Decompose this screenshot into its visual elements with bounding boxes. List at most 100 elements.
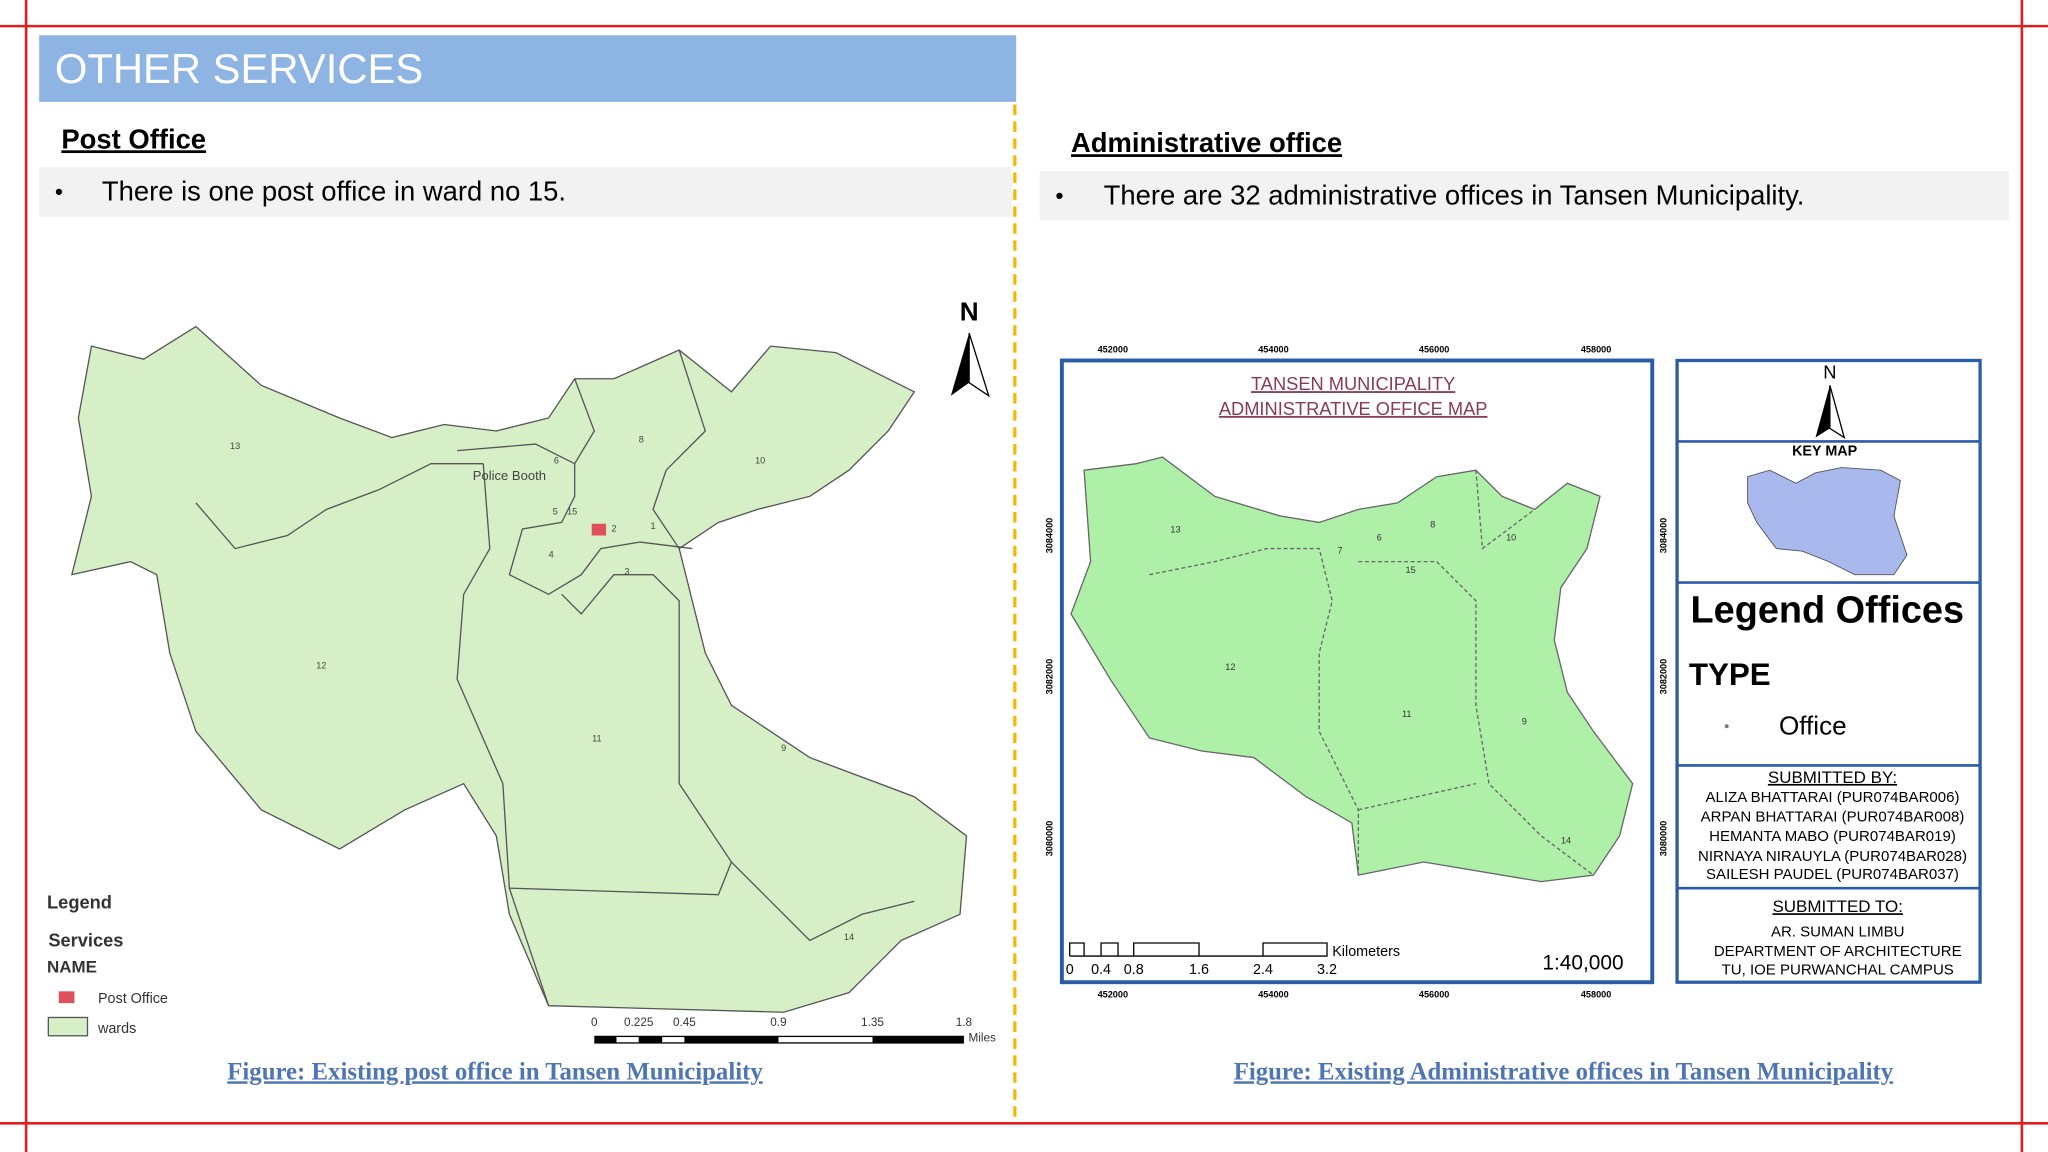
bullet-band bbox=[1039, 171, 2009, 221]
legend-swatch bbox=[58, 991, 75, 1004]
north-label: N bbox=[1823, 361, 1836, 382]
northing-label: 3084000 bbox=[1045, 518, 1055, 554]
bullet-band bbox=[39, 167, 1013, 217]
scale-unit: Miles bbox=[968, 1031, 996, 1044]
section-heading: Post Office bbox=[61, 123, 206, 154]
scale-label: 0.225 bbox=[624, 1016, 654, 1029]
ward-label: 14 bbox=[844, 932, 854, 942]
legend-symbol bbox=[1724, 724, 1729, 729]
northing-label: 3084000 bbox=[1658, 518, 1668, 554]
ward-label: 8 bbox=[1430, 519, 1435, 529]
scale-bar bbox=[778, 1037, 873, 1043]
ward-boundary bbox=[652, 349, 707, 549]
northing-label: 3082000 bbox=[1658, 659, 1668, 695]
easting-label: 458000 bbox=[1581, 344, 1611, 354]
ward-boundary bbox=[730, 861, 915, 942]
submitted-title: SUBMITTED BY: bbox=[1768, 768, 1897, 787]
easting-label: 452000 bbox=[1098, 344, 1128, 354]
ward-label: 9 bbox=[781, 743, 786, 753]
ward-boundary bbox=[195, 463, 484, 550]
figure-caption: Figure: Existing post office in Tansen M… bbox=[227, 1058, 763, 1085]
place-label: Police Booth bbox=[473, 468, 546, 483]
legend-item: Office bbox=[1779, 710, 1847, 740]
ward-map bbox=[47, 325, 990, 1044]
easting-label: 458000 bbox=[1581, 990, 1611, 1000]
north-label: N bbox=[960, 296, 979, 326]
ward-label: 7 bbox=[1338, 546, 1343, 556]
scale-ratio: 1:40,000 bbox=[1542, 951, 1623, 974]
scale-label: 0.9 bbox=[770, 1016, 786, 1029]
ward-boundary bbox=[508, 378, 693, 596]
north-arrow bbox=[1829, 385, 1846, 440]
bullet-text: There is one post office in ward no 15. bbox=[102, 176, 566, 207]
ward-label: 6 bbox=[554, 455, 559, 465]
scale-label: 0 bbox=[591, 1016, 598, 1029]
easting-label: 452000 bbox=[1098, 990, 1128, 1000]
ward-label: 1 bbox=[651, 521, 656, 531]
legend-title: Legend bbox=[47, 892, 112, 913]
legend-title: Legend Offices bbox=[1691, 590, 1964, 632]
section-heading: Administrative office bbox=[1071, 127, 1342, 158]
ward-label: 10 bbox=[1506, 533, 1516, 543]
ward-boundary bbox=[508, 887, 550, 1006]
legend-item: Post Office bbox=[98, 991, 168, 1007]
submitted-name: ALIZA BHATTARAI (PUR074BAR006) bbox=[1706, 789, 1960, 806]
north-arrow bbox=[1815, 385, 1830, 438]
easting-label: 456000 bbox=[1419, 990, 1449, 1000]
key-map-label: KEY MAP bbox=[1792, 444, 1858, 460]
ward-label: 6 bbox=[1377, 533, 1382, 543]
submitted-line: DEPARTMENT OF ARCHITECTURE bbox=[1714, 943, 1962, 960]
legend-swatch bbox=[47, 1016, 89, 1037]
submitted-name: NIRNAYA NIRAUYLA (PUR074BAR028) bbox=[1698, 848, 1967, 865]
scale-label: 3.2 bbox=[1317, 962, 1337, 978]
scale-label: 0 bbox=[1066, 962, 1074, 978]
bullet-dot: • bbox=[1055, 182, 1063, 208]
municipality-outline bbox=[1070, 456, 1634, 883]
ward-label: 15 bbox=[567, 506, 577, 516]
figure-caption: Figure: Existing Administrative offices … bbox=[1234, 1058, 1894, 1085]
legend-group: Services bbox=[48, 930, 123, 951]
scale-unit: Kilometers bbox=[1332, 944, 1400, 960]
header-title: OTHER SERVICES bbox=[55, 45, 423, 92]
ward-label: 14 bbox=[1561, 836, 1571, 846]
submitted-name: ARPAN BHATTARAI (PUR074BAR008) bbox=[1701, 809, 1965, 826]
legend-field: NAME bbox=[47, 957, 97, 976]
scale-label: 1.6 bbox=[1189, 962, 1209, 978]
municipality-outline bbox=[70, 325, 968, 1013]
ward-boundary bbox=[456, 463, 733, 896]
header-bar bbox=[39, 35, 1017, 102]
ward-boundary bbox=[1475, 470, 1536, 550]
ward-label: 13 bbox=[1170, 525, 1180, 535]
ward-boundary bbox=[457, 443, 575, 465]
office-map bbox=[1059, 358, 1982, 985]
scale-label: 2.4 bbox=[1253, 962, 1273, 978]
ward-label: 5 bbox=[553, 506, 558, 516]
northing-label: 3082000 bbox=[1045, 659, 1055, 695]
scale-label: 0.8 bbox=[1124, 962, 1144, 978]
scale-label: 0.45 bbox=[673, 1016, 696, 1029]
ward-label: 12 bbox=[1225, 662, 1235, 672]
easting-label: 454000 bbox=[1258, 990, 1288, 1000]
scale-bar bbox=[662, 1037, 685, 1043]
ward-label: 4 bbox=[549, 550, 554, 560]
ward-label: 15 bbox=[1406, 565, 1416, 575]
scale-label: 0.4 bbox=[1091, 962, 1111, 978]
legend-type: TYPE bbox=[1689, 657, 1771, 692]
ward-label: 11 bbox=[592, 734, 601, 744]
ward-label: 8 bbox=[639, 435, 644, 445]
scale-bar bbox=[616, 1037, 639, 1043]
north-arrow bbox=[968, 332, 990, 398]
submitted-name: SAILESH PAUDEL (PUR074BAR037) bbox=[1706, 866, 1959, 883]
submitted-line: AR. SUMAN LIMBU bbox=[1771, 924, 1905, 941]
easting-label: 454000 bbox=[1258, 344, 1288, 354]
legend-item: wards bbox=[97, 1021, 136, 1037]
post-office-marker bbox=[591, 523, 607, 536]
scale-label: 1.8 bbox=[956, 1016, 973, 1029]
submitted-name: HEMANTA MABO (PUR074BAR019) bbox=[1709, 828, 1956, 845]
northing-label: 3080000 bbox=[1045, 821, 1055, 857]
ward-label: 2 bbox=[611, 523, 616, 533]
submitted-line: TU, IOE PURWANCHAL CAMPUS bbox=[1722, 961, 1954, 978]
scale-bar bbox=[1069, 942, 1328, 957]
